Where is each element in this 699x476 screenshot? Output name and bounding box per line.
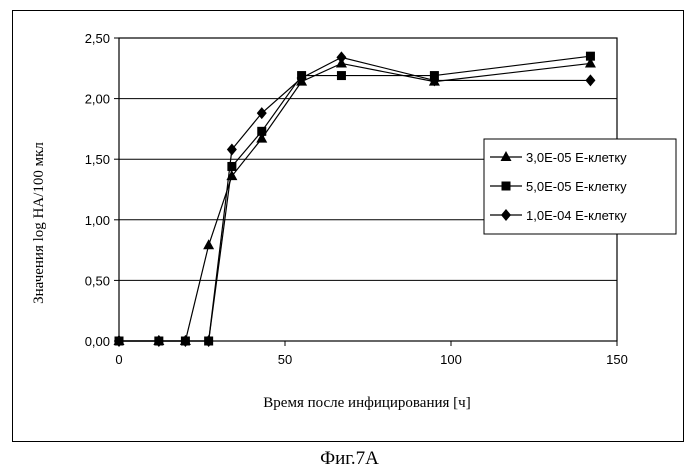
y-tick-label: 2,00 (85, 92, 110, 107)
data-point-square (586, 52, 595, 61)
x-tick-label: 50 (278, 352, 292, 367)
legend-label: 1,0E-04 Е-клетку (526, 208, 627, 223)
data-point-diamond (585, 74, 595, 86)
x-tick-label: 100 (440, 352, 462, 367)
data-point-triangle (203, 239, 214, 249)
legend: 3,0E-05 Е-клетку 5,0E-05 Е-клетку 1,0E-04 … (484, 139, 676, 234)
chart-frame: 0,00 0,50 1,00 1,50 2,00 2,50 0 50 100 150 Значен… (12, 10, 684, 442)
y-tick-label: 2,50 (85, 31, 110, 46)
legend-marker-square (502, 182, 511, 191)
y-tick-label: 0,00 (85, 334, 110, 349)
legend-label: 5,0E-05 Е-клетку (526, 179, 627, 194)
x-axis-title: Время после инфицирования [ч] (263, 395, 470, 411)
x-tick-label: 150 (606, 352, 628, 367)
data-point-square (337, 71, 346, 80)
y-tick-label: 1,50 (85, 152, 110, 167)
figure-caption: Фиг.7А (0, 448, 699, 470)
y-tick-label: 1,00 (85, 213, 110, 228)
x-tick-label: 0 (115, 352, 122, 367)
line-chart: 0,00 0,50 1,00 1,50 2,00 2,50 0 50 100 150 Значен… (13, 11, 685, 443)
data-point-square (227, 162, 236, 171)
legend-label: 3,0E-05 Е-клетку (526, 150, 627, 165)
y-tick-label: 0,50 (85, 273, 110, 288)
data-point-square (257, 127, 266, 136)
y-axis-title: Значения log HA/100 мкл (31, 142, 47, 304)
data-point-diamond (336, 51, 346, 63)
